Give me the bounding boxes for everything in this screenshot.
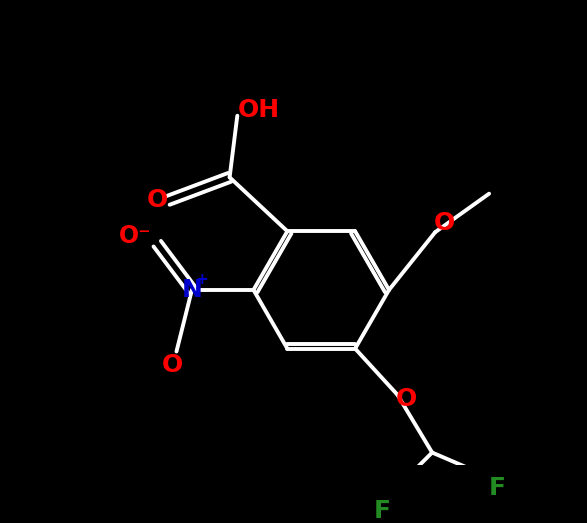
Text: +: + [195,272,208,288]
Text: O: O [147,188,168,212]
Text: O: O [396,386,417,411]
Text: OH: OH [238,98,280,121]
Text: N: N [181,278,203,302]
Text: O: O [434,211,455,235]
Text: F: F [373,499,390,523]
Text: O⁻: O⁻ [119,224,152,248]
Text: O: O [162,354,183,378]
Text: F: F [488,476,505,500]
